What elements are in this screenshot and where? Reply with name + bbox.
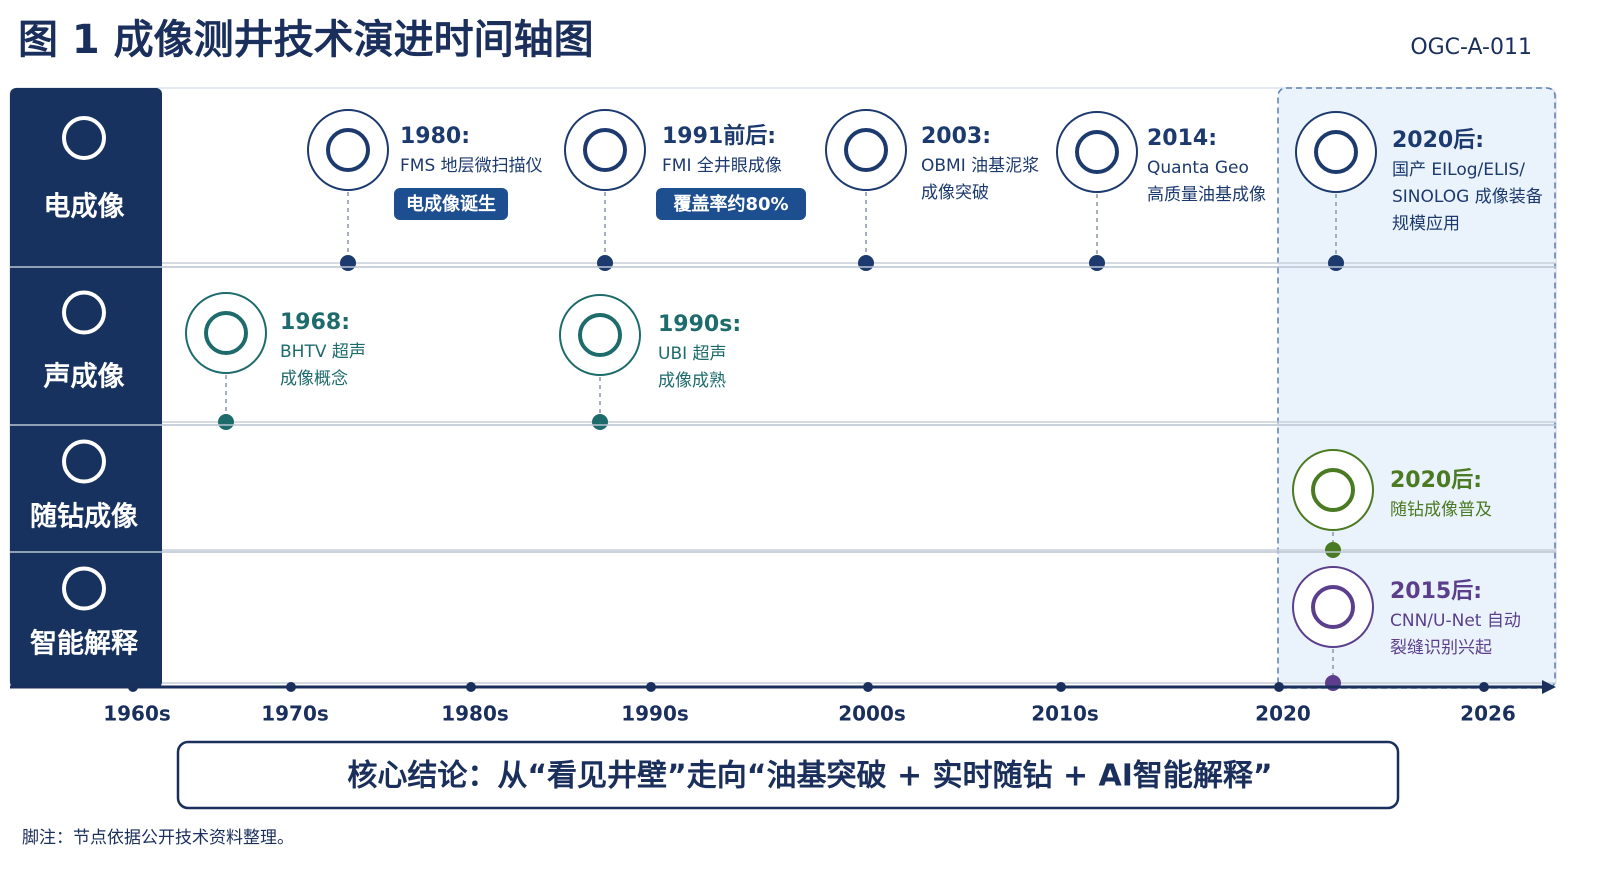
event-icon-inner [326, 128, 370, 172]
event-badge-text: 覆盖率约80% [673, 193, 788, 215]
axis-tick [1056, 682, 1066, 692]
axis-tick [128, 682, 138, 692]
event-year: 2003: [921, 124, 991, 149]
event-text: 高质量油基成像 [1147, 185, 1266, 205]
event-icon-inner [1311, 585, 1355, 629]
event-text: 成像概念 [280, 368, 348, 389]
event-icon-inner [1075, 130, 1119, 174]
event-text: Quanta Geo [1147, 158, 1249, 178]
axis-tick [466, 682, 476, 692]
event-icon-inner [578, 313, 622, 357]
event-dot [1089, 255, 1105, 271]
event-icon [1295, 111, 1377, 193]
event-year: 2015后: [1390, 579, 1482, 604]
event-icon [559, 294, 641, 376]
footnote: 脚注：节点依据公开技术资料整理。 [22, 828, 294, 848]
axis-label: 1970s [261, 702, 329, 726]
event-text: 裂缝识别兴起 [1390, 638, 1492, 658]
event-badge-text: 电成像诞生 [406, 193, 496, 215]
axis-tick [1274, 682, 1284, 692]
event-badge [656, 188, 806, 220]
event-icon [825, 109, 907, 191]
event-text: 规模应用 [1392, 214, 1460, 234]
event-year: 1980: [400, 124, 470, 149]
lane-icon [62, 566, 106, 611]
event-icon-inner [583, 128, 627, 172]
axis-label: 1980s [441, 702, 509, 726]
event-icon [1292, 449, 1374, 531]
event-dot [1325, 675, 1341, 691]
axis-tick [1479, 682, 1489, 692]
event-icon [307, 109, 389, 191]
axis-tick [286, 682, 296, 692]
conclusion: 核心结论：从“看见井壁”走向“油基突破 + 实时随钻 + AI智能解释” [347, 759, 1272, 794]
event-icon [1056, 111, 1138, 193]
event-dot [597, 255, 613, 271]
event-icon [185, 292, 267, 374]
lane-icon [62, 116, 106, 160]
lane-header-column [10, 88, 162, 688]
event-year: 1990s: [658, 312, 741, 337]
title: 图 1 成像测井技术演进时间轴图 [18, 17, 594, 63]
event-icon-inner [844, 128, 888, 172]
axis-label: 2020 [1255, 702, 1311, 726]
event-icon [564, 109, 646, 191]
event-icon-inner [1311, 468, 1355, 512]
event-text: 随钻成像普及 [1390, 500, 1492, 520]
event-text: BHTV 超声 [280, 342, 366, 362]
event-text: OBMI 油基泥浆 [921, 156, 1039, 176]
event-year: 2014: [1147, 126, 1217, 151]
lane-label: 电成像 [44, 192, 125, 223]
lane-icon [62, 290, 106, 335]
axis-label: 2026 [1460, 702, 1516, 726]
event-dot [858, 255, 874, 271]
lane-icon [62, 439, 106, 484]
axis-label: 2000s [838, 702, 906, 726]
event-dot [340, 255, 356, 271]
event-text: SINOLOG 成像装备 [1392, 187, 1543, 207]
event-text: 国产 EILog/ELIS/ [1392, 160, 1525, 180]
axis-label: 2010s [1031, 702, 1099, 726]
event-year: 1991前后: [662, 123, 776, 149]
event-text: FMS 地层微扫描仪 [400, 156, 543, 176]
axis-tick [863, 682, 873, 692]
axis-label: 1960s [103, 702, 171, 726]
lane-label: 随钻成像 [30, 502, 138, 533]
event-year: 1968: [280, 310, 350, 335]
event-icon-inner [204, 311, 248, 355]
figure-code: OGC-A-011 [1410, 35, 1532, 60]
event-dot [592, 414, 608, 430]
event-dot [1325, 542, 1341, 558]
event-badge [394, 188, 508, 220]
event-text: 成像成熟 [658, 370, 726, 391]
axis-arrow [1542, 680, 1556, 694]
event-dot [218, 414, 234, 430]
event-text: 成像突破 [921, 183, 989, 203]
event-text: CNN/U-Net 自动 [1390, 611, 1521, 631]
event-text: FMI 全井眼成像 [662, 156, 782, 176]
event-year: 2020后: [1390, 468, 1482, 493]
axis-label: 1990s [621, 702, 689, 726]
lane-label: 智能解释 [30, 628, 139, 660]
event-text: UBI 超声 [658, 344, 727, 364]
event-icon-inner [1314, 130, 1358, 174]
event-year: 2020后: [1392, 128, 1484, 153]
event-icon [1292, 566, 1374, 648]
conclusion-box [176, 740, 1400, 810]
event-dot [1328, 255, 1344, 271]
axis-tick [646, 682, 656, 692]
lane-label: 声成像 [44, 362, 125, 393]
